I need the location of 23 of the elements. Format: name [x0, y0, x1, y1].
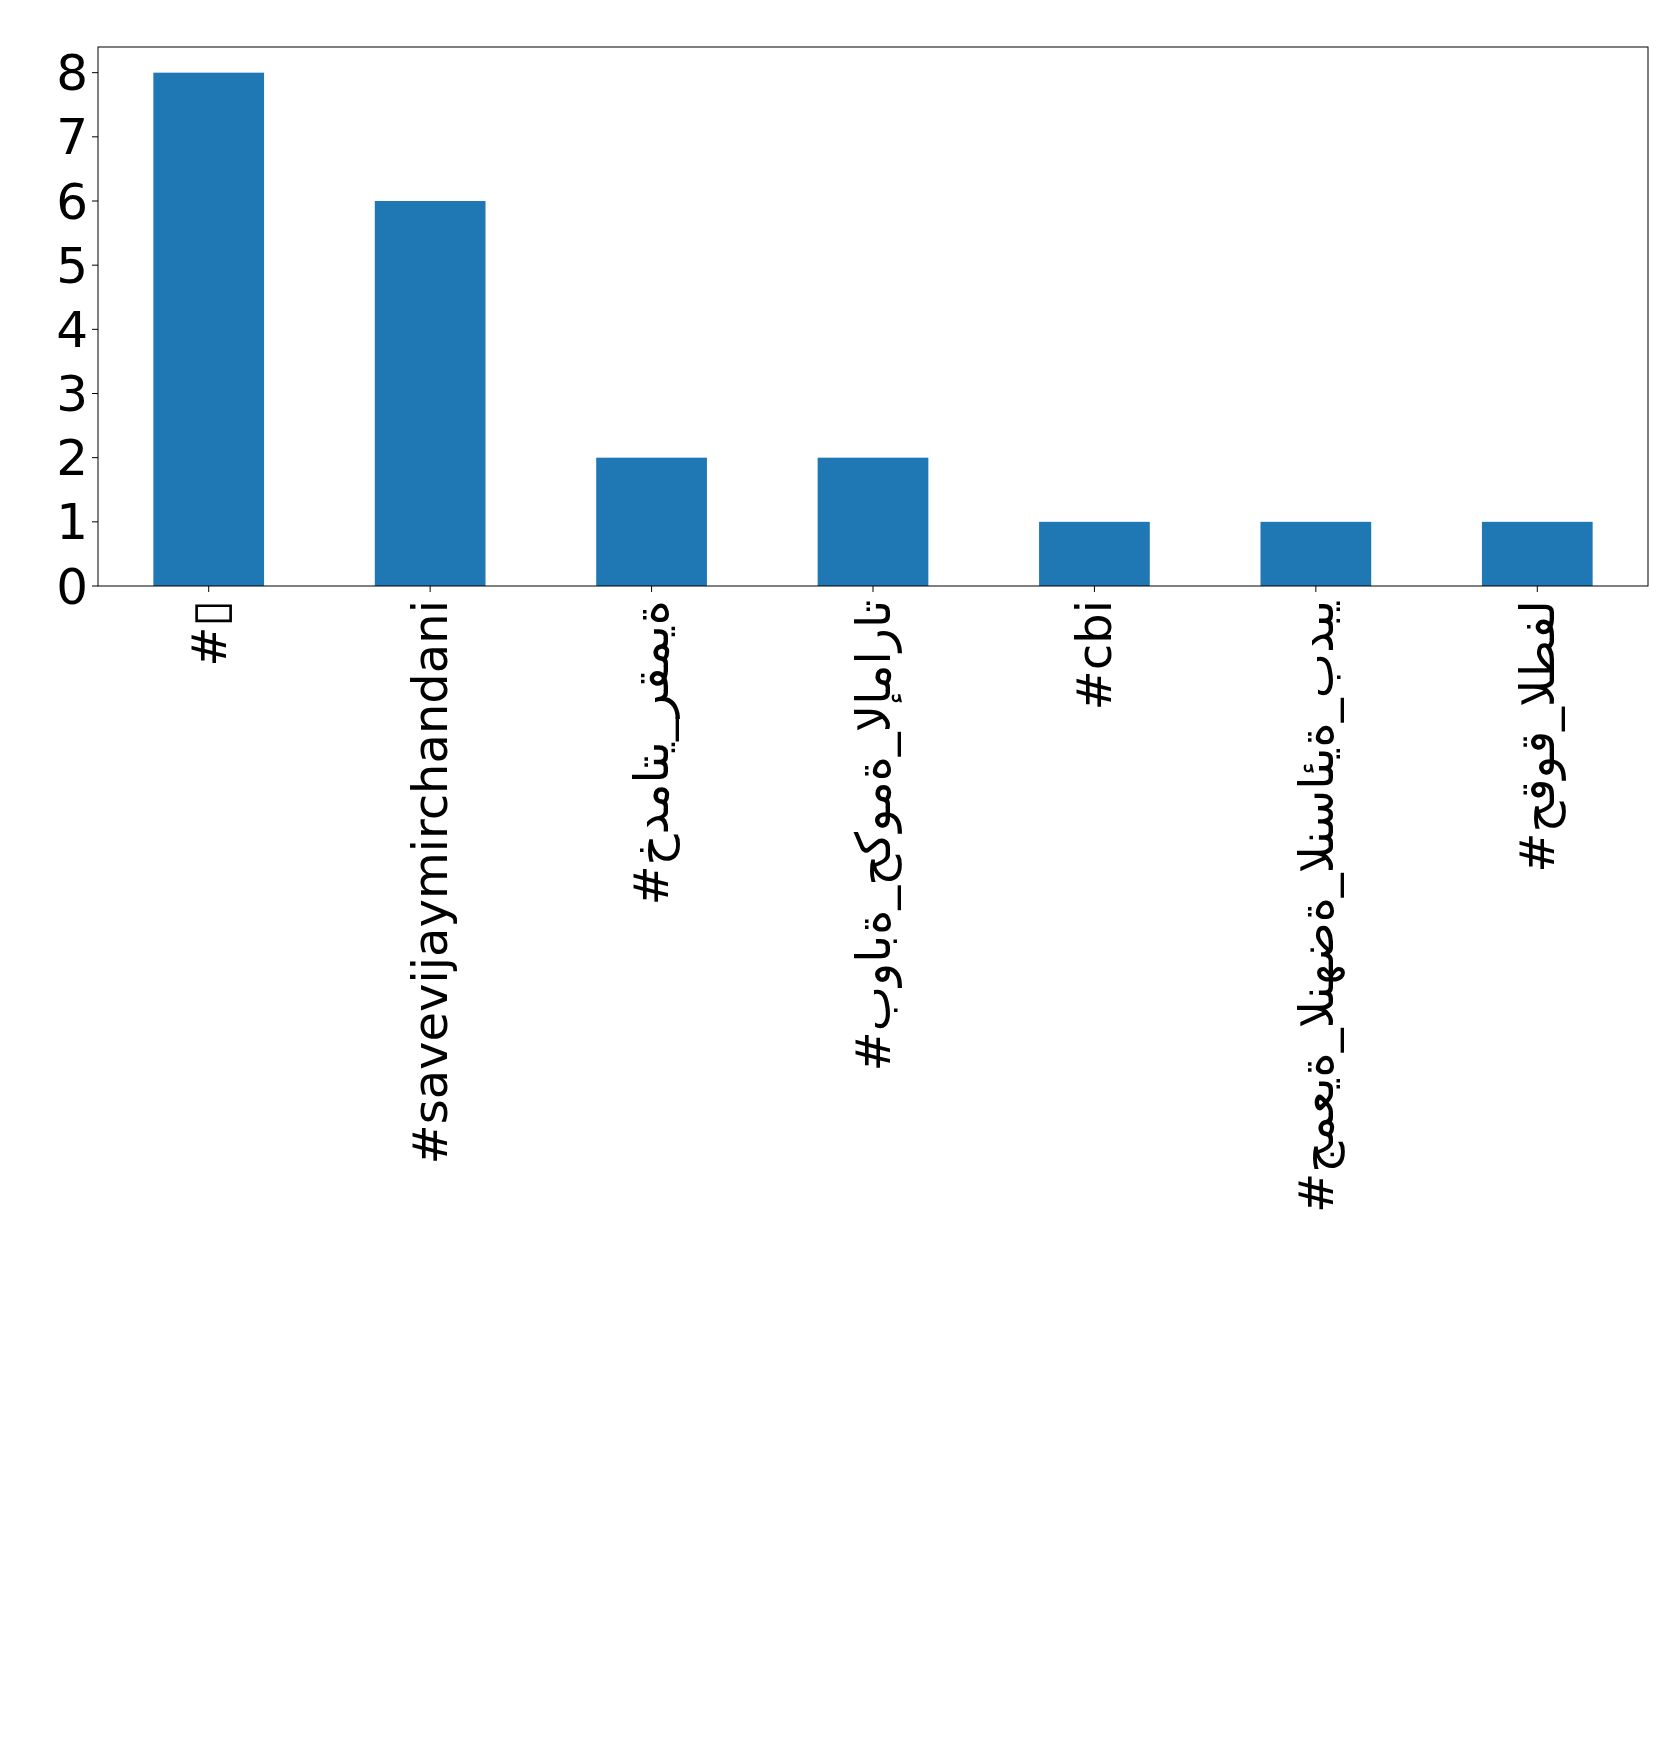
bar	[817, 457, 929, 586]
y-tick-label: 6	[56, 172, 88, 231]
x-tick-label: #جمعية_النهضة_النسائية_بدبي	[1287, 600, 1345, 1213]
x-tick-label: #▯	[180, 600, 237, 667]
bar	[596, 457, 707, 586]
bar	[1039, 521, 1150, 586]
y-tick-label: 4	[56, 300, 88, 359]
y-tick-label: 7	[56, 108, 88, 167]
x-tick-label: #خدماتي_رقمية	[623, 600, 681, 906]
y-tick-label: 5	[56, 236, 88, 295]
y-tick-label: 2	[56, 429, 88, 488]
y-tick-label: 0	[56, 557, 88, 616]
y-tick-label: 8	[56, 44, 88, 103]
y-tick-label: 1	[56, 493, 88, 552]
x-tick-label: #cbi	[1066, 600, 1123, 711]
x-tick-label: #حقوق_الطفل	[1509, 600, 1567, 873]
y-tick-label: 3	[56, 365, 88, 423]
bar	[153, 72, 265, 586]
x-tick-label: #savevijaymirchandani	[401, 600, 458, 1165]
bar	[1481, 521, 1593, 586]
x-tick-label: #بوابة_حكومة_الإمارات	[844, 600, 902, 1072]
bar	[374, 201, 486, 586]
bar	[1260, 521, 1372, 586]
